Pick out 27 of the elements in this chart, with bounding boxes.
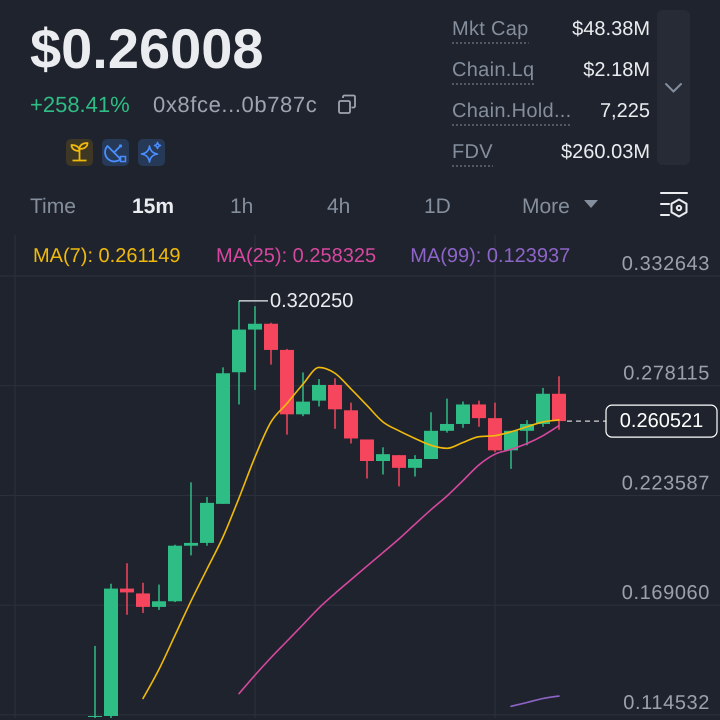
chart-title: $0.26008 (30, 17, 264, 80)
annotation: 0.320250 (270, 290, 354, 312)
text: Mkt Cap (452, 18, 529, 40)
y-tick-label: 0.332643 (622, 252, 710, 275)
text: FDV (452, 141, 494, 163)
text: Chain.Lq (452, 59, 534, 81)
text: 0x8fce...0b787c (153, 92, 318, 117)
text: Chain.Hold... (452, 100, 572, 122)
y-tick-label: 0.169060 (622, 582, 710, 604)
text: More (522, 195, 570, 218)
text: 1h (230, 195, 254, 218)
chart-subtitle: +258.41% (30, 92, 130, 117)
text: 7,225 (600, 100, 650, 122)
text: 15m (132, 195, 174, 218)
text: 0.260521 (620, 410, 704, 432)
y-tick-label: 0.223587 (622, 472, 710, 494)
y-tick-label: 0.278115 (623, 362, 710, 385)
text: $48.38M (572, 18, 650, 40)
y-tick-label: 0.114532 (623, 692, 710, 714)
text: $2.18M (583, 59, 650, 81)
text: $260.03M (561, 141, 650, 163)
text: 4h (327, 195, 350, 218)
text: MA(99): 0.123937 (410, 245, 570, 267)
text: Time (30, 195, 76, 218)
text: 1D (424, 195, 451, 218)
text: MA(7): 0.261149 (33, 245, 180, 267)
text: MA(25): 0.258325 (216, 245, 376, 267)
